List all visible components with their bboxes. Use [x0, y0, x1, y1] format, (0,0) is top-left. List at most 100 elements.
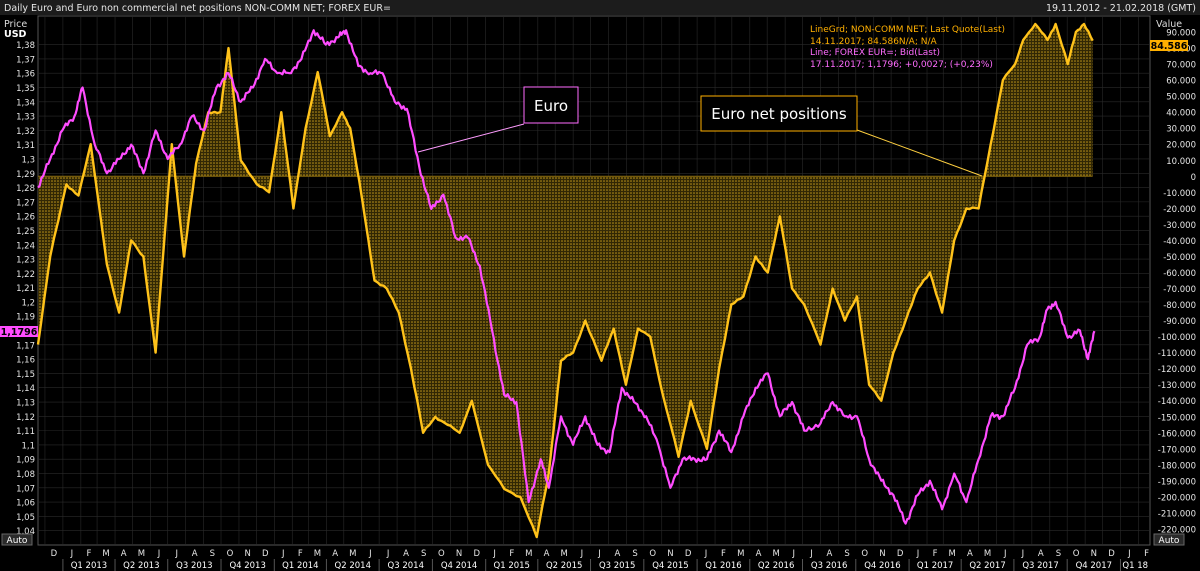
right-tick-label: -60.000	[1163, 269, 1196, 279]
right-tick-label: 60.000	[1166, 77, 1196, 87]
left-tick-label: 1,11	[16, 427, 35, 437]
right-tick-label: -110.000	[1158, 349, 1196, 359]
right-tick-label: 50.000	[1166, 93, 1196, 103]
legend-series1-name: LineGrd; NON-COMM NET; Last Quote(Last)	[810, 25, 1005, 35]
month-tick-label: N	[1091, 549, 1097, 559]
month-tick-label: M	[314, 549, 321, 559]
left-tick-label: 1,34	[16, 98, 35, 108]
left-tick-label: 1,14	[16, 384, 35, 394]
month-tick-label: N	[879, 549, 885, 559]
month-tick-label: J	[1003, 549, 1007, 559]
month-tick-label: N	[456, 549, 462, 559]
auto-right-label: Auto	[1159, 536, 1180, 546]
quarter-tick-label: Q2 2014	[335, 561, 371, 571]
left-tick-label: 1,05	[16, 513, 35, 523]
net-callout-box	[700, 95, 858, 132]
month-tick-label: J	[492, 549, 496, 559]
right-tick-label: -150.000	[1158, 413, 1196, 423]
month-tick-label: A	[544, 549, 550, 559]
left-tick-label: 1,04	[16, 527, 35, 537]
quarter-tick-label: Q1 18	[1122, 561, 1148, 571]
left-tick-label: 1,17	[16, 341, 35, 351]
left-tick-label: 1,09	[16, 456, 35, 466]
left-tick-label: 1,37	[16, 55, 35, 65]
auto-right-button[interactable]	[1153, 533, 1185, 546]
left-tick-label: 1,2	[21, 298, 35, 308]
left-tick-label: 1,08	[16, 470, 35, 480]
right-tick-label: -50.000	[1163, 253, 1196, 263]
month-tick-label: A	[756, 549, 762, 559]
month-tick-label: J	[580, 549, 584, 559]
month-tick-label: F	[298, 549, 303, 559]
left-tick-label: 1,26	[16, 213, 35, 223]
month-tick-label: S	[844, 549, 849, 559]
left-tick-label: 1,16	[16, 356, 35, 366]
month-tick-label: M	[772, 549, 779, 559]
month-tick-label: A	[827, 549, 833, 559]
month-tick-label: S	[632, 549, 637, 559]
net-callout-leader	[856, 129, 983, 177]
left-tick-label: 1,24	[16, 241, 35, 251]
quarter-tick-label: Q3 2016	[811, 561, 847, 571]
legend-series2-name: Line; FOREX EUR=; Bid(Last)	[810, 48, 940, 58]
quarter-tick-label: Q2 2016	[758, 561, 794, 571]
right-tick-label: 20.000	[1166, 141, 1196, 151]
month-tick-label: M	[561, 549, 568, 559]
right-tick-label: -90.000	[1163, 317, 1196, 327]
legend: LineGrd; NON-COMM NET; Last Quote(Last) …	[810, 25, 1005, 70]
net-positions-fill	[38, 24, 1093, 537]
euro-callout-label: Euro	[534, 97, 568, 115]
left-tick-label: 1,27	[16, 198, 35, 208]
right-axis-ticks: -220.000 -210.000 -200.000 -190.000 -180.000…	[1158, 29, 1196, 536]
right-tick-label: -80.000	[1163, 301, 1196, 311]
left-axis-ticks: 1,04 1,05 1,06 1,07 1,08 1,09 1,1 1,11 1,12 1,13 1…	[16, 41, 35, 537]
right-tick-label: -180.000	[1158, 461, 1196, 471]
right-tick-label: -20.000	[1163, 205, 1196, 215]
quarter-tick-label: Q2 2017	[969, 561, 1005, 571]
month-tick-label: D	[685, 549, 692, 559]
euro-callout-box	[523, 86, 579, 124]
right-tick-label: 90.000	[1166, 29, 1196, 39]
month-tick-label: J	[597, 549, 601, 559]
month-tick-label: F	[509, 549, 514, 559]
right-tick-label: -200.000	[1158, 493, 1196, 503]
month-tick-label: J	[809, 549, 813, 559]
left-tick-label: 1,31	[16, 141, 35, 151]
month-tick-label: D	[1108, 549, 1115, 559]
left-tick-label: 1,25	[16, 227, 35, 237]
month-tick-label: A	[121, 549, 127, 559]
right-tick-label: -130.000	[1158, 381, 1196, 391]
left-tick-label: 1,22	[16, 270, 35, 280]
euro-callout-leader	[417, 123, 525, 153]
month-tick-label: O	[1073, 549, 1080, 559]
month-tick-label: D	[262, 549, 269, 559]
month-tick-label: D	[51, 549, 58, 559]
month-tick-label: A	[615, 549, 621, 559]
header-bar	[0, 0, 1200, 15]
month-tick-label: N	[667, 549, 673, 559]
month-tick-label: O	[438, 549, 445, 559]
left-tick-label: 1,15	[16, 370, 35, 380]
month-tick-label: M	[949, 549, 956, 559]
legend-series1-values: 14.11.2017; 84.586N/A; N/A	[810, 37, 937, 47]
right-tick-label: -40.000	[1163, 237, 1196, 247]
right-tick-label: -70.000	[1163, 285, 1196, 295]
left-tick-label: 1,35	[16, 84, 35, 94]
month-tick-label: D	[473, 549, 480, 559]
month-tick-label: F	[721, 549, 726, 559]
quarter-tick-label: Q1 2017	[917, 561, 953, 571]
quarter-tick-label: Q4 2015	[652, 561, 688, 571]
right-tick-label: 30.000	[1166, 125, 1196, 135]
month-tick-label: S	[210, 549, 215, 559]
month-tick-label: D	[897, 549, 904, 559]
month-tick-label: J	[157, 549, 161, 559]
month-tick-label: S	[1056, 549, 1061, 559]
month-tick-label: M	[737, 549, 744, 559]
month-tick-label: M	[102, 549, 109, 559]
left-tick-label: 1,33	[16, 113, 35, 123]
month-tick-label: O	[861, 549, 868, 559]
month-tick-label: O	[649, 549, 656, 559]
auto-left-button[interactable]	[1, 533, 33, 546]
